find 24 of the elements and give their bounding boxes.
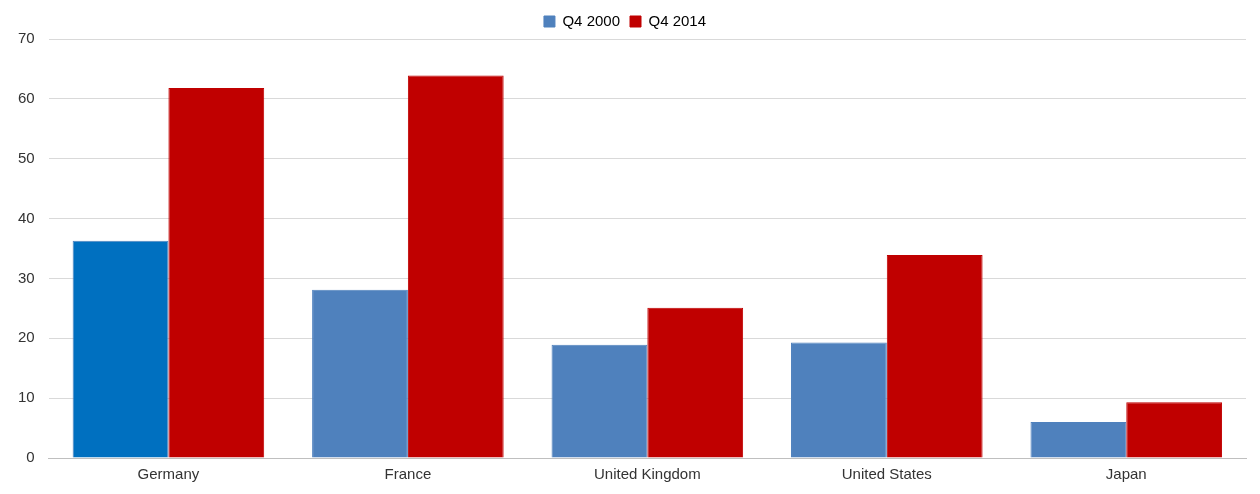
bar: [647, 307, 744, 458]
x-tick-label: United States: [841, 465, 932, 483]
x-tick-label: United Kingdom: [593, 465, 701, 483]
bar: [1126, 402, 1223, 458]
y-tick-label: 40: [18, 208, 35, 226]
y-tick-label: 20: [18, 328, 35, 346]
bar: [551, 344, 648, 458]
x-tick-label: Japan: [1105, 465, 1147, 483]
bar: [312, 289, 408, 458]
y-tick-label: 0: [26, 448, 35, 466]
y-tick-label: 30: [18, 268, 35, 286]
y-tick-label: 10: [18, 388, 35, 406]
bar: [791, 342, 887, 458]
y-tick-label: 70: [18, 29, 35, 47]
bar: [1030, 422, 1127, 458]
legend-label: Q4 2014: [648, 11, 707, 29]
x-tick-label: Germany: [137, 465, 200, 483]
x-tick-label: France: [384, 465, 432, 483]
bar: [407, 75, 504, 458]
bar: [886, 255, 983, 458]
bar: [168, 88, 265, 458]
legend-label: Q4 2000: [562, 11, 620, 29]
y-tick-label: 50: [18, 148, 35, 166]
y-tick-label: 60: [18, 89, 35, 106]
